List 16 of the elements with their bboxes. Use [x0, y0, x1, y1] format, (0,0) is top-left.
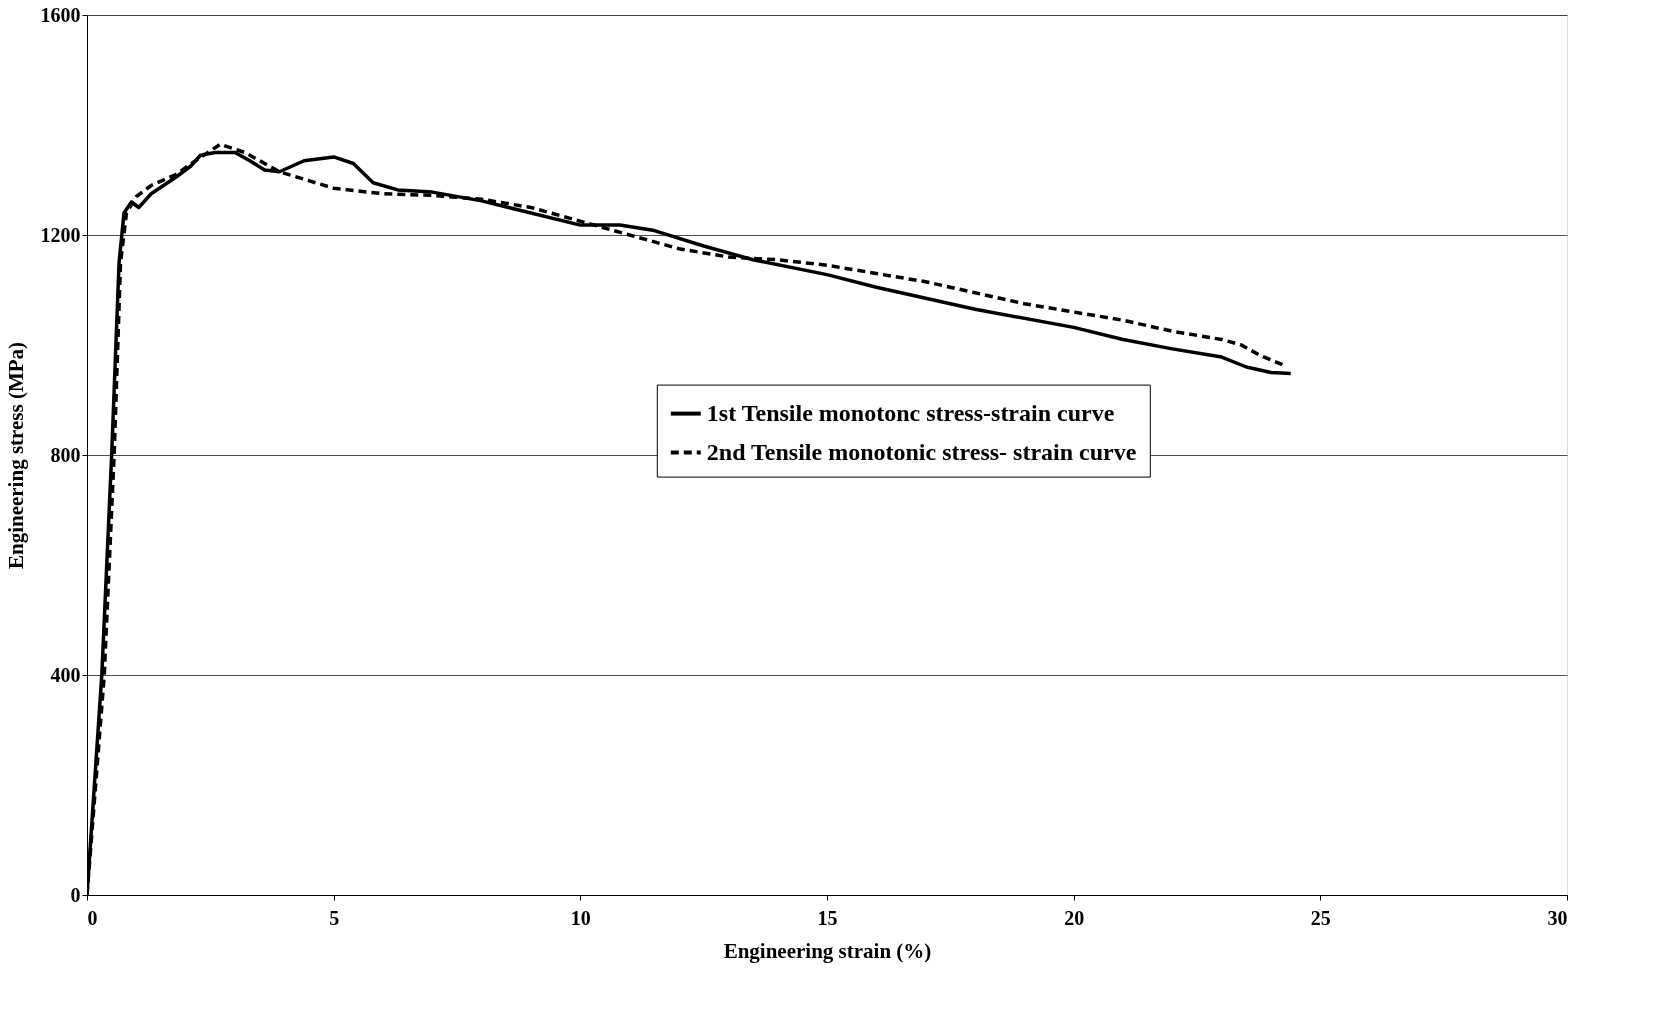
x-tick-label: 20	[1064, 906, 1085, 929]
x-tick-label: 0	[87, 906, 98, 929]
legend-label: 1st Tensile monotonc stress-strain curve	[706, 399, 1115, 426]
x-tick-label: 15	[817, 906, 838, 929]
y-tick-label: 1200	[40, 223, 81, 246]
legend-label: 2nd Tensile monotonic stress- strain curve	[706, 438, 1137, 465]
y-tick-label: 800	[50, 443, 81, 466]
x-axis-title: Engineering strain (%)	[723, 938, 932, 963]
y-axis-title: Engineering stress (MPa)	[3, 341, 28, 570]
x-tick-label: 10	[570, 906, 591, 929]
y-tick-label: 400	[50, 663, 81, 686]
x-tick-label: 30	[1547, 906, 1568, 929]
y-tick-label: 1600	[40, 3, 81, 26]
y-tick-label: 0	[70, 883, 81, 906]
x-tick-label: 5	[329, 906, 340, 929]
x-tick-label: 25	[1310, 906, 1331, 929]
